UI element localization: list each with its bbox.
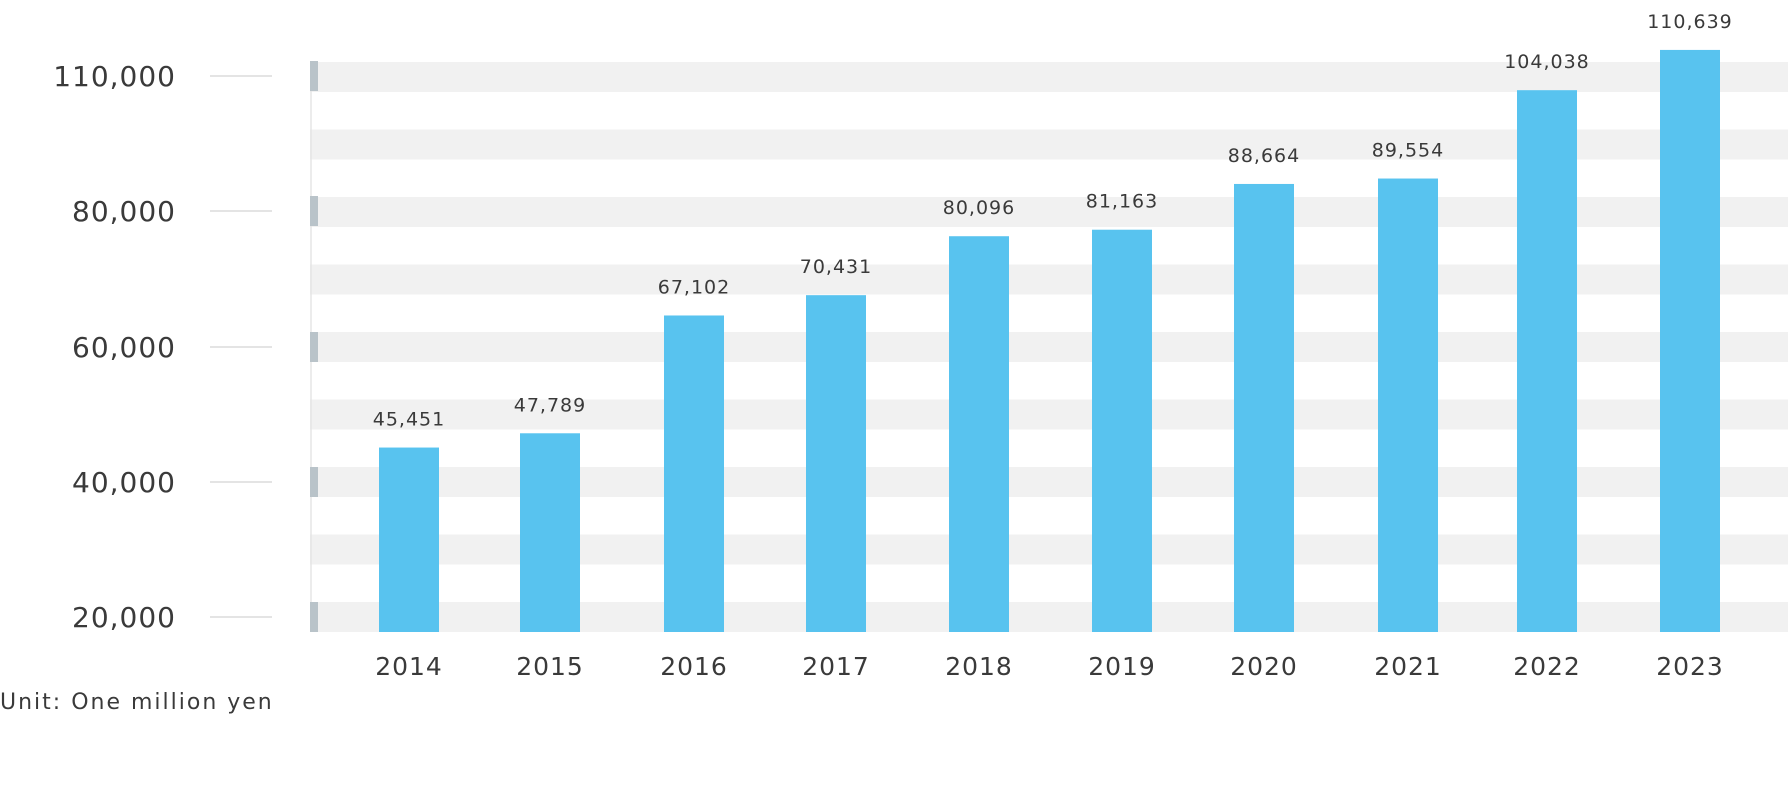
bar — [1517, 90, 1577, 632]
bar-value-label: 110,639 — [1647, 11, 1733, 33]
x-tick-label: 2020 — [1230, 652, 1298, 681]
y-tick-marker — [310, 332, 318, 362]
bar-value-label: 47,789 — [514, 394, 586, 416]
bar-value-label: 45,451 — [373, 409, 445, 431]
y-tick-label: 40,000 — [72, 466, 176, 499]
y-tick-marker — [310, 196, 318, 226]
bar — [1092, 229, 1152, 632]
bar-value-label: 81,163 — [1086, 191, 1158, 213]
y-tick-marker — [310, 61, 318, 91]
y-tick-label: 80,000 — [72, 195, 176, 228]
bar — [664, 315, 724, 632]
bar-value-label: 67,102 — [658, 276, 730, 298]
y-tick-label: 60,000 — [72, 331, 176, 364]
x-tick-label: 2016 — [660, 652, 728, 681]
y-tick-label: 20,000 — [72, 601, 176, 634]
bar — [1234, 183, 1294, 633]
y-tick-marker — [310, 602, 318, 632]
y-tick-marker — [310, 467, 318, 497]
x-tick-label: 2019 — [1088, 652, 1156, 681]
unit-label: Unit: One million yen — [0, 690, 274, 715]
bar-value-label: 70,431 — [800, 256, 872, 278]
bars — [379, 49, 1720, 633]
bar — [806, 295, 866, 632]
x-axis: 2014 2015 2016 2017 2018 2019 2020 2021 2022 2023 — [375, 652, 1724, 681]
x-tick-label: 2017 — [802, 652, 870, 681]
y-axis: 20,000 40,000 60,000 80,000 110,000 — [53, 60, 318, 634]
bar — [379, 447, 439, 632]
bar — [1378, 178, 1438, 632]
x-tick-label: 2014 — [375, 652, 443, 681]
x-tick-label: 2023 — [1656, 652, 1724, 681]
bar — [949, 236, 1009, 633]
bar-value-label: 89,554 — [1372, 140, 1444, 162]
bar — [520, 433, 580, 632]
x-tick-label: 2021 — [1374, 652, 1442, 681]
bar-value-label: 80,096 — [943, 197, 1015, 219]
bar — [1660, 49, 1720, 632]
y-tick-label: 110,000 — [53, 60, 176, 93]
value-labels: 45,451 47,789 67,102 70,431 80,096 81,163 88,6… — [373, 11, 1733, 431]
x-tick-label: 2015 — [516, 652, 584, 681]
x-tick-label: 2018 — [945, 652, 1013, 681]
bar-value-label: 104,038 — [1504, 51, 1590, 73]
bar-value-label: 88,664 — [1228, 145, 1300, 167]
x-tick-label: 2022 — [1513, 652, 1581, 681]
background-band — [310, 62, 1788, 92]
